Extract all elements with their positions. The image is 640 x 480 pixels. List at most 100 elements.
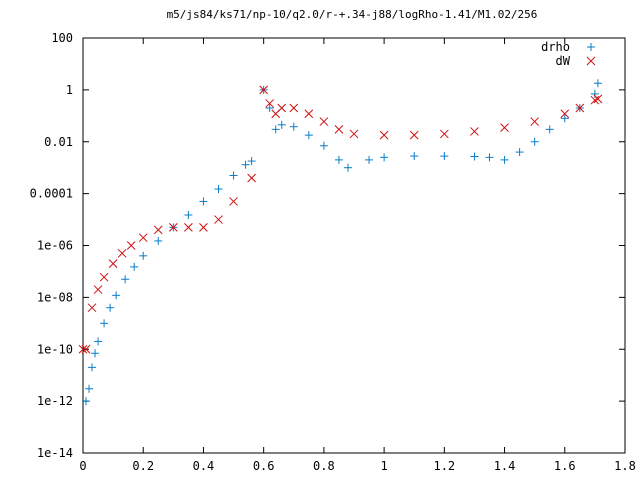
x-axis: 0 0.2 0.4 0.6 0.8 1 1.2 1.4 1.6 1.8 <box>79 38 636 473</box>
drho-point <box>440 152 449 161</box>
drho-point <box>334 155 343 164</box>
x-tick-label: 0.4 <box>193 459 215 473</box>
legend-label-drho: drho <box>541 40 570 54</box>
drho-point <box>241 160 250 169</box>
dW-point <box>138 233 148 243</box>
dW-point <box>289 103 299 113</box>
plot-frame <box>82 37 626 454</box>
drho-point <box>85 384 94 393</box>
drho-point <box>112 291 121 300</box>
dW-point <box>379 130 389 140</box>
x-tick-label: 1.6 <box>554 459 576 473</box>
drho-point <box>319 141 328 150</box>
dW-point <box>81 344 91 354</box>
x-tick-label: 0.8 <box>313 459 335 473</box>
dW-point <box>247 173 256 183</box>
x-tick-label: 0.6 <box>253 459 275 473</box>
dW-point <box>319 117 329 126</box>
y-tick-label: 1e-06 <box>37 239 73 253</box>
dW-point <box>168 223 178 232</box>
drho-point <box>199 197 208 206</box>
dW-point <box>349 129 359 139</box>
y-tick-label: 1e-10 <box>37 342 73 356</box>
dW-point <box>277 103 287 113</box>
dW-point <box>560 109 570 119</box>
y-tick-label: 1e-12 <box>37 394 73 408</box>
dW-point <box>259 85 269 95</box>
drho-point <box>247 157 256 166</box>
dW-point <box>593 94 603 104</box>
drho-point <box>229 171 238 180</box>
dW-point <box>265 99 275 108</box>
drho-point <box>184 210 193 219</box>
dW-point <box>199 223 208 232</box>
dW-point <box>575 103 585 113</box>
dW-point <box>78 344 88 354</box>
y-tick-label: 1 <box>66 83 73 97</box>
dW-point <box>87 303 97 313</box>
series-dW <box>78 85 603 354</box>
drho-point <box>82 397 91 406</box>
drho-point <box>365 155 374 164</box>
chart-title: m5/js84/ks71/np-10/q2.0/r-+.34-j88/logRh… <box>167 8 538 21</box>
drho-point <box>304 131 313 140</box>
drho-point <box>380 153 389 162</box>
dW-point <box>214 215 223 224</box>
y-tick-label: 1e-08 <box>37 290 73 304</box>
drho-point <box>139 251 148 260</box>
y-tick-label: 0.01 <box>44 135 73 149</box>
x-tick-label: 0.2 <box>132 459 154 473</box>
dW-point <box>530 117 540 126</box>
y-tick-label: 100 <box>51 31 73 45</box>
data-points <box>78 79 603 406</box>
dW-point <box>334 125 344 134</box>
drho-point <box>121 275 130 284</box>
drho-point <box>214 185 223 194</box>
dW-point <box>439 129 449 139</box>
x-tick-label: 0 <box>79 459 86 473</box>
dW-point <box>153 225 163 235</box>
dW-point <box>184 223 193 232</box>
drho-point <box>265 104 274 113</box>
legend-marker-drho <box>587 43 595 51</box>
drho-point <box>593 79 602 88</box>
x-tick-label: 1.2 <box>433 459 455 473</box>
drho-point <box>100 319 109 328</box>
dW-point <box>470 127 479 136</box>
drho-point <box>88 363 97 372</box>
drho-point <box>130 262 139 271</box>
drho-point <box>515 148 524 157</box>
legend-label-dW: dW <box>556 54 571 68</box>
dW-point <box>409 130 419 140</box>
drho-point <box>271 125 280 134</box>
drho-point <box>410 152 419 161</box>
dW-point <box>229 197 238 206</box>
dW-point <box>108 259 118 268</box>
legend-marker-dW <box>586 56 596 66</box>
dW-point <box>99 272 109 282</box>
drho-point <box>485 153 494 162</box>
drho-point <box>94 337 103 346</box>
x-tick-label: 1 <box>380 459 387 473</box>
dW-point <box>93 285 103 294</box>
dW-point <box>304 109 314 119</box>
dW-point <box>117 248 127 258</box>
y-tick-label: 0.0001 <box>30 187 73 201</box>
y-tick-label: 1e-14 <box>37 446 73 460</box>
drho-point <box>470 152 479 161</box>
y-axis: 100 1 0.01 0.0001 1e-06 1e-08 1e-10 1e-12 1e-14 <box>30 31 625 460</box>
drho-point <box>91 349 100 358</box>
dW-point <box>590 95 600 105</box>
drho-point <box>500 155 509 164</box>
x-tick-label: 1.4 <box>494 459 516 473</box>
drho-point <box>154 236 163 245</box>
drho-point <box>277 120 286 129</box>
drho-point <box>560 114 569 123</box>
x-tick-label: 1.8 <box>614 459 636 473</box>
series-drho <box>82 79 602 406</box>
drho-point <box>106 303 115 312</box>
drho-point <box>343 163 352 172</box>
drho-point <box>545 125 554 134</box>
dW-point <box>500 123 509 132</box>
